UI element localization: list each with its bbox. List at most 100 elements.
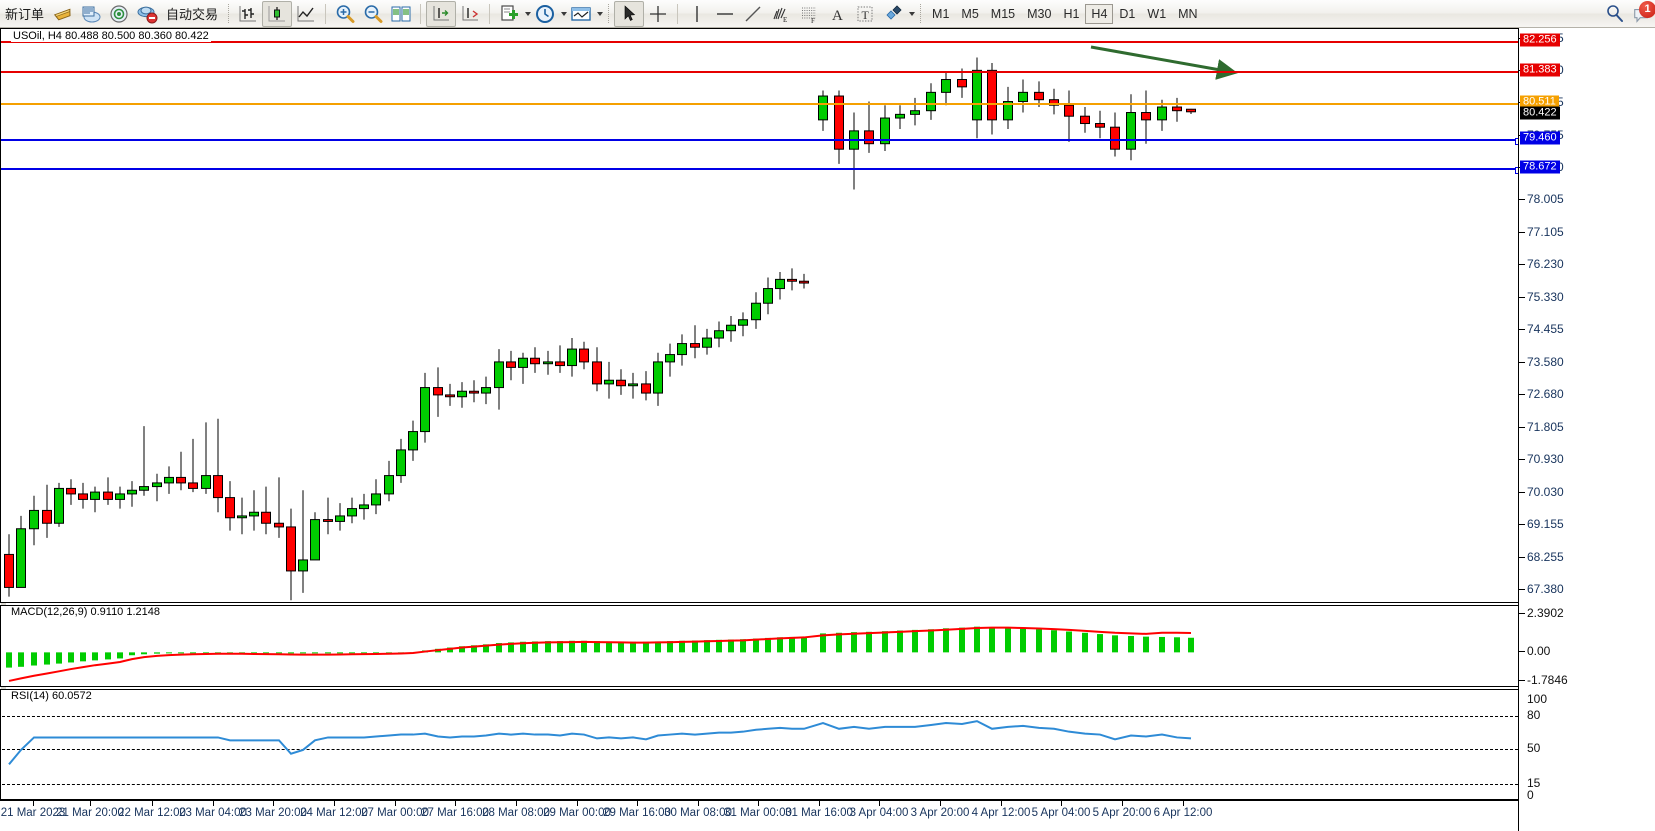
trend-arrow-annotation[interactable] — [1, 29, 1519, 604]
timeframe-mn[interactable]: MN — [1178, 6, 1198, 21]
text-icon[interactable]: A — [823, 1, 851, 27]
axis-tick — [1519, 557, 1525, 558]
macd-tick-label: 2.3902 — [1527, 606, 1564, 620]
auto-trading-button[interactable]: 自动交易 — [166, 7, 219, 22]
crosshair-icon[interactable] — [644, 1, 672, 27]
date-tick — [334, 801, 335, 806]
timeframe-m15[interactable]: M15 — [990, 6, 1016, 21]
date-tick — [455, 801, 456, 806]
axis-corner — [1518, 800, 1655, 831]
date-tick — [90, 801, 91, 806]
price-tag[interactable]: 82.256 — [1520, 33, 1560, 47]
text-label-icon[interactable]: T — [851, 1, 879, 27]
axis-tick — [1519, 362, 1525, 363]
chart-container[interactable]: USOil, H4 80.488 80.500 80.360 80.422 MA… — [0, 28, 1655, 831]
timeframe-m5[interactable]: M5 — [961, 6, 979, 21]
main-toolbar: 新订单 — [0, 0, 1655, 28]
axis-tick — [1519, 651, 1525, 652]
macd-tick-label: -1.7846 — [1527, 673, 1568, 687]
price-tag[interactable]: 79.460 — [1520, 131, 1560, 145]
date-axis[interactable]: 21 Mar 2023 21 Mar 20:00 22 Mar 12:00 23 Ma… — [0, 800, 1518, 831]
price-tag[interactable]: 80.422 — [1520, 106, 1560, 120]
candlestick-chart-icon[interactable] — [262, 0, 293, 27]
axis-tick — [1519, 232, 1525, 233]
timeframe-w1[interactable]: W1 — [1147, 6, 1167, 21]
line-chart-icon[interactable] — [292, 1, 320, 27]
price-level-line[interactable] — [1, 71, 1519, 73]
search-icon[interactable] — [1601, 1, 1629, 27]
chevron-down-icon[interactable] — [909, 11, 916, 16]
fibonacci-icon[interactable]: F — [795, 1, 823, 27]
date-tick — [395, 801, 396, 806]
templates-icon[interactable] — [567, 1, 595, 27]
axis-tick-label: 72.680 — [1527, 387, 1564, 401]
bar-chart-icon[interactable] — [234, 1, 262, 27]
price-level-line[interactable] — [1, 167, 1522, 174]
svg-text:A: A — [832, 8, 843, 24]
horizontal-line-icon[interactable] — [711, 1, 739, 27]
rsi-tick-label: 0 — [1527, 788, 1534, 802]
expert-advisor-icon[interactable] — [133, 1, 161, 27]
date-tick-label: 27 Mar 16:00 — [421, 807, 489, 819]
axis-tick — [1519, 524, 1525, 525]
chevron-down-icon[interactable] — [525, 11, 532, 16]
toolbar-separator — [608, 3, 610, 24]
date-tick — [1061, 801, 1062, 806]
price-level-line[interactable] — [1, 103, 1519, 105]
axis-tick — [1519, 459, 1525, 460]
notifications-button[interactable]: 1 — [1629, 0, 1655, 25]
timeframe-h1[interactable]: H1 — [1063, 6, 1080, 21]
axis-tick — [1519, 264, 1525, 265]
axis-tick-label: 73.580 — [1527, 355, 1564, 369]
chart-symbol-label: USOil, H4 80.488 80.500 80.360 80.422 — [11, 30, 211, 42]
vertical-line-icon[interactable] — [683, 1, 711, 27]
gold-bar-icon[interactable] — [49, 1, 77, 27]
date-tick-label: 3 Apr 04:00 — [849, 807, 909, 819]
timeframe-m30[interactable]: M30 — [1027, 6, 1052, 21]
macd-tick-label: 0.00 — [1527, 644, 1551, 658]
date-tick — [152, 801, 153, 806]
toolbar-separator — [325, 3, 327, 24]
date-tick-label: 5 Apr 20:00 — [1092, 807, 1152, 819]
trendline-icon[interactable] — [739, 1, 767, 27]
axis-tick — [1519, 427, 1525, 428]
price-axis[interactable]: 82.40581.53080.65579.75578.88078.00577.1… — [1518, 28, 1655, 802]
data-window-icon[interactable] — [77, 1, 105, 27]
macd-pane[interactable]: MACD(12,26,9) 0.9110 1.2148 — [0, 605, 1518, 687]
tile-windows-icon[interactable] — [387, 1, 415, 27]
zoom-out-icon[interactable] — [359, 1, 387, 27]
zoom-in-icon[interactable] — [331, 1, 359, 27]
price-tag[interactable]: 80.511 — [1520, 95, 1559, 109]
timeframe-d1[interactable]: D1 — [1119, 6, 1136, 21]
new-order-button[interactable]: 新订单 — [5, 7, 45, 22]
toolbar-separator — [489, 3, 491, 24]
navigator-icon[interactable] — [105, 1, 133, 27]
price-pane[interactable]: USOil, H4 80.488 80.500 80.360 80.422 — [0, 28, 1522, 604]
price-level-line[interactable] — [1, 41, 1519, 43]
svg-text:F: F — [811, 17, 815, 25]
price-level-line[interactable] — [1, 138, 1522, 145]
rsi-tick-label: 15 — [1527, 776, 1541, 790]
timeframe-m1[interactable]: M1 — [932, 6, 950, 21]
chevron-down-icon[interactable] — [561, 11, 568, 16]
date-tick — [637, 801, 638, 806]
price-tag[interactable]: 78.672 — [1520, 160, 1560, 174]
elliott-wave-icon[interactable]: E — [767, 1, 795, 27]
timeframe-h4[interactable]: H4 — [1085, 3, 1114, 24]
price-candles — [4, 57, 1196, 601]
axis-tick-label: 76.230 — [1527, 257, 1564, 271]
price-tag[interactable]: 81.383 — [1520, 63, 1560, 77]
axis-tick-label: 67.380 — [1527, 582, 1564, 596]
chart-shift-icon[interactable] — [426, 0, 457, 27]
rsi-pane[interactable]: RSI(14) 60.0572 — [0, 689, 1518, 800]
rsi-level-line — [2, 749, 1518, 750]
date-tick — [940, 801, 941, 806]
chevron-down-icon[interactable] — [597, 11, 604, 16]
periods-icon[interactable] — [531, 1, 559, 27]
axis-tick — [1519, 680, 1525, 681]
auto-scroll-icon[interactable] — [456, 1, 484, 27]
cursor-icon[interactable] — [614, 0, 645, 27]
indicators-icon[interactable] — [495, 1, 523, 27]
date-tick-label: 28 Mar 08:00 — [482, 807, 550, 819]
objects-icon[interactable] — [879, 1, 907, 27]
